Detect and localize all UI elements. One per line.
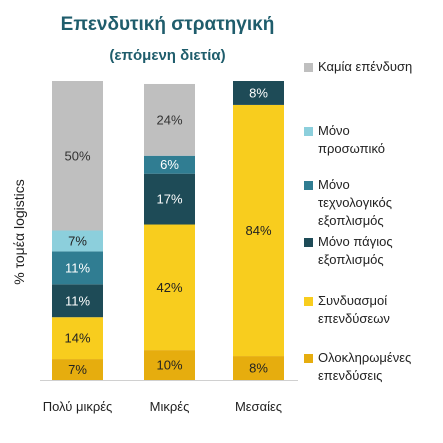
bar-segment	[52, 359, 103, 380]
bar-segment	[52, 251, 103, 285]
legend-label: Καμία επένδυση	[318, 59, 413, 74]
bar-segment	[144, 224, 195, 351]
legend-label: Μόνο τεχνολογικός εξοπλισμός	[318, 177, 392, 228]
legend-swatch	[304, 297, 313, 306]
bar-segment	[144, 173, 195, 225]
data-label: 84%	[245, 223, 271, 238]
bar-segment	[144, 350, 195, 380]
data-label: 50%	[64, 148, 90, 163]
bar-segment	[52, 81, 103, 231]
x-tick-label: Μικρές	[150, 399, 190, 414]
x-tick-label: Πολύ μικρές	[43, 399, 113, 414]
bar-segment	[233, 356, 284, 380]
data-label: 24%	[156, 112, 182, 127]
bar-segment	[233, 81, 284, 105]
data-label: 11%	[65, 260, 90, 275]
legend-swatch	[304, 63, 313, 72]
bar-segment	[233, 104, 284, 357]
data-label: 8%	[249, 85, 268, 100]
data-label: 6%	[160, 157, 179, 172]
data-label: 8%	[249, 361, 268, 376]
data-label: 42%	[156, 280, 182, 295]
bar-segment	[52, 284, 103, 318]
legend-label: Συνδυασμοί επενδύσεων	[318, 293, 390, 326]
legend-swatch	[304, 354, 313, 363]
bar-segment	[144, 83, 195, 156]
legend-swatch	[304, 238, 313, 247]
bar-segment	[144, 155, 195, 174]
data-label: 11%	[65, 293, 90, 308]
data-label: 14%	[64, 331, 90, 346]
legend-label: Ολοκληρωμένες επενδύσεις	[318, 350, 412, 383]
chart-subtitle: (επόμενη διετία)	[109, 47, 226, 64]
legend-label: Μόνο πάγιος εξοπλισμός	[318, 234, 393, 267]
data-label: 7%	[68, 362, 87, 377]
data-label: 10%	[156, 358, 182, 373]
bar-segment	[52, 317, 103, 360]
data-label: 17%	[156, 192, 182, 207]
legend-label: Μόνο προσωπικό	[318, 123, 386, 156]
data-label: 7%	[68, 233, 87, 248]
legend-swatch	[304, 127, 313, 136]
legend-swatch	[304, 181, 313, 190]
chart-title: Επενδυτική στρατηγική	[60, 14, 275, 35]
x-tick-label: Μεσαίες	[235, 399, 282, 414]
bar-segment	[52, 230, 103, 252]
